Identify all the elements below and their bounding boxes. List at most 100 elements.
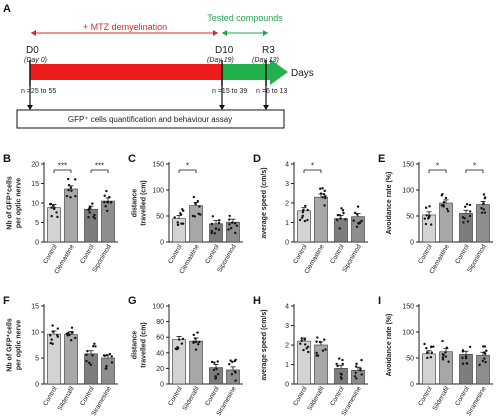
data-point: [69, 339, 73, 342]
data-point: [464, 205, 467, 208]
data-point: [215, 367, 218, 371]
data-point: [315, 351, 318, 355]
y-tick-label: 150: [402, 162, 414, 169]
data-point: [425, 214, 428, 217]
data-point: [176, 223, 180, 227]
data-point: [319, 192, 323, 195]
marker-d10: D10: [215, 45, 234, 56]
data-point: [51, 330, 55, 333]
y-tick-label: 5: [35, 220, 39, 227]
y-axis-label: Nb of GFP⁺cells: [7, 318, 14, 372]
y-tick-label: 0: [35, 240, 39, 247]
data-point: [340, 377, 343, 380]
data-point: [88, 205, 92, 209]
data-point: [423, 217, 426, 220]
data-point: [341, 209, 345, 212]
data-point: [210, 222, 214, 226]
green-bracket-label: Tested compounds: [207, 13, 283, 23]
data-point: [93, 217, 97, 220]
data-point: [441, 356, 445, 359]
data-point: [49, 202, 53, 206]
data-point: [482, 345, 485, 348]
data-point: [441, 339, 444, 343]
green-bracket-right-arrow: [263, 30, 268, 36]
y-tick-label: 2: [285, 343, 289, 350]
x-tick-label: Sildenafil: [56, 385, 76, 412]
data-point: [483, 345, 487, 348]
bar-3: [84, 353, 98, 385]
data-point: [234, 231, 237, 235]
panel-label: I: [378, 295, 381, 307]
data-point: [216, 372, 220, 376]
data-point: [360, 358, 363, 362]
data-point: [108, 352, 112, 356]
data-point: [323, 189, 326, 193]
data-point: [74, 178, 77, 181]
bar-1: [422, 353, 436, 385]
chart-panel-i: I Avoidance rate (%) 0 50 100 150 ControlSilde…: [378, 295, 493, 417]
data-point: [461, 356, 464, 360]
data-point: [300, 339, 303, 342]
data-point: [355, 213, 359, 216]
data-point: [67, 177, 70, 181]
data-point: [108, 195, 111, 199]
data-point: [464, 355, 468, 358]
data-point: [442, 353, 445, 357]
down-arrow-r3-head: [263, 105, 269, 110]
data-point: [483, 357, 486, 360]
data-point: [65, 194, 69, 198]
data-point: [338, 214, 342, 217]
data-point: [92, 215, 95, 219]
data-point: [210, 229, 214, 233]
y-tick-label: 5: [35, 356, 39, 363]
data-point: [229, 359, 232, 362]
marker-d10-note: (Day 19): [207, 57, 234, 64]
data-point: [85, 353, 88, 356]
data-point: [71, 331, 74, 334]
data-point: [353, 211, 357, 214]
data-point: [191, 214, 195, 218]
y-tick-label: 1: [285, 220, 289, 227]
data-point: [197, 212, 200, 215]
data-point: [322, 192, 326, 196]
bar-1: [47, 207, 61, 243]
marker-r3: R3: [262, 45, 275, 56]
data-point: [87, 215, 90, 219]
x-tick-label: Sildenafil: [431, 385, 451, 412]
panel-label: D: [253, 153, 261, 165]
bar-2: [64, 334, 78, 385]
data-point: [50, 214, 53, 218]
green-treatment-arrow: [222, 59, 288, 85]
data-point: [233, 359, 236, 363]
data-point: [299, 342, 302, 345]
data-point: [194, 337, 197, 340]
data-point: [307, 350, 310, 354]
data-point: [447, 360, 450, 363]
y-tick-label: 4: [285, 304, 289, 311]
y-tick-label: 1: [285, 362, 289, 369]
data-point: [51, 324, 54, 327]
y-tick-label: 20: [31, 162, 39, 169]
data-point: [181, 208, 184, 211]
assay-box-text: GFP⁺ cells quantification and behaviour …: [68, 115, 232, 124]
x-tick-label: Control: [42, 243, 59, 265]
data-point: [106, 209, 109, 213]
y-tick-label: 15: [31, 181, 39, 188]
data-point: [55, 211, 58, 214]
data-point: [360, 219, 363, 223]
data-point: [483, 196, 487, 199]
data-point: [92, 345, 95, 348]
data-point: [338, 227, 342, 230]
y-tick-label: 2: [285, 201, 289, 208]
data-point: [429, 223, 433, 226]
data-point: [355, 362, 358, 366]
down-arrow-d0-head: [27, 105, 33, 110]
data-point: [70, 189, 73, 192]
data-point: [51, 204, 55, 207]
panel-label: H: [253, 295, 261, 307]
data-point: [335, 218, 339, 222]
data-point: [93, 213, 96, 217]
